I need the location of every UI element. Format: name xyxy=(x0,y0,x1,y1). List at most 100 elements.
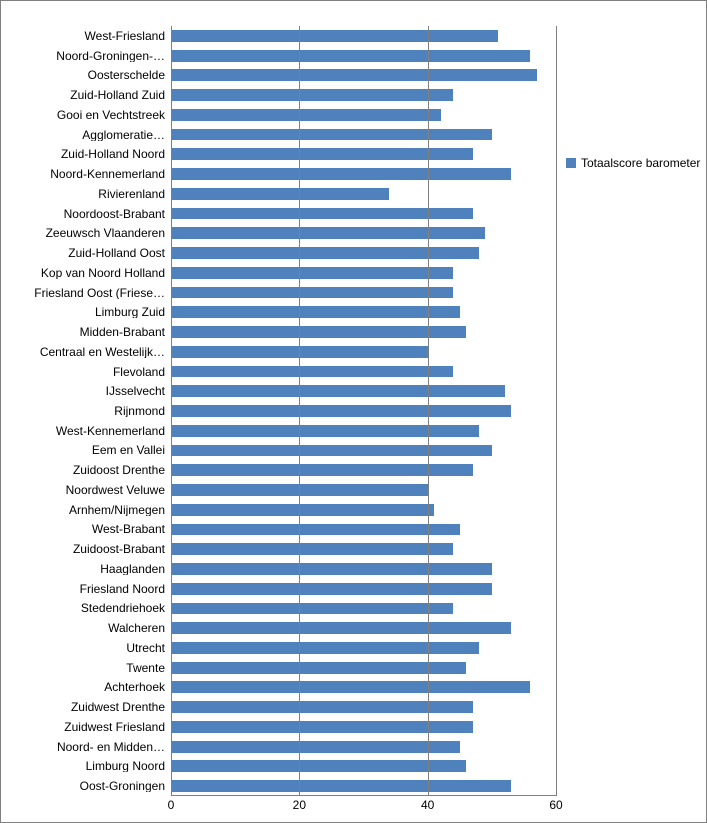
bar-slot xyxy=(171,441,556,461)
y-tick-label: Noord-Groningen-… xyxy=(5,50,165,62)
y-tick-label: Rivierenland xyxy=(5,188,165,200)
y-tick-label: Gooi en Vechtstreek xyxy=(5,109,165,121)
y-tick-label: West-Brabant xyxy=(5,523,165,535)
y-tick-label: Limburg Zuid xyxy=(5,306,165,318)
bar-slot xyxy=(171,460,556,480)
bar xyxy=(171,662,466,674)
bar xyxy=(171,188,389,200)
x-axis-line xyxy=(171,795,556,796)
bar xyxy=(171,760,466,772)
y-tick-label: Oost-Groningen xyxy=(5,780,165,792)
bar-slot xyxy=(171,480,556,500)
bar xyxy=(171,425,479,437)
bar xyxy=(171,642,479,654)
y-tick-label: West-Friesland xyxy=(5,30,165,42)
y-tick-label: Eem en Vallei xyxy=(5,444,165,456)
y-tick-label: IJsselvecht xyxy=(5,385,165,397)
bar-slot xyxy=(171,164,556,184)
y-tick-label: Noordoost-Brabant xyxy=(5,208,165,220)
y-tick-label: Zuidoost Drenthe xyxy=(5,464,165,476)
y-tick-label: Flevoland xyxy=(5,366,165,378)
bar-slot xyxy=(171,697,556,717)
bar xyxy=(171,504,434,516)
bar-slot xyxy=(171,184,556,204)
bar xyxy=(171,445,492,457)
bar xyxy=(171,109,441,121)
bar xyxy=(171,405,511,417)
bar-slot xyxy=(171,401,556,421)
bar-slot xyxy=(171,322,556,342)
y-tick-label: Zuidwest Drenthe xyxy=(5,701,165,713)
bar xyxy=(171,366,453,378)
bar-slot xyxy=(171,559,556,579)
y-tick-label: Stedendriehoek xyxy=(5,602,165,614)
bar xyxy=(171,168,511,180)
y-tick-label: Centraal en Westelijk… xyxy=(5,346,165,358)
bar xyxy=(171,89,453,101)
bar xyxy=(171,583,492,595)
bar xyxy=(171,50,530,62)
x-tick-label: 40 xyxy=(421,799,434,811)
bar-slot xyxy=(171,520,556,540)
bar-slot xyxy=(171,599,556,619)
y-tick-label: Arnhem/Nijmegen xyxy=(5,504,165,516)
y-tick-label: Noordwest Veluwe xyxy=(5,484,165,496)
bar-slot xyxy=(171,263,556,283)
bar-slot xyxy=(171,362,556,382)
bar-slot xyxy=(171,105,556,125)
bar-slot xyxy=(171,500,556,520)
legend: Totaalscore barometer xyxy=(566,156,701,172)
bar-slot xyxy=(171,539,556,559)
bar-slot xyxy=(171,421,556,441)
plot-area xyxy=(171,26,556,796)
bar-slot xyxy=(171,144,556,164)
y-tick-label: Zuid-Holland Zuid xyxy=(5,89,165,101)
bar xyxy=(171,227,485,239)
bar xyxy=(171,385,505,397)
y-tick-label: Haaglanden xyxy=(5,563,165,575)
legend-swatch xyxy=(566,158,576,168)
bar-slot xyxy=(171,579,556,599)
bar xyxy=(171,30,498,42)
y-tick-label: Rijnmond xyxy=(5,405,165,417)
bar-slot xyxy=(171,737,556,757)
grid-line xyxy=(556,26,557,796)
bar-slot xyxy=(171,283,556,303)
bar-slot xyxy=(171,302,556,322)
bar-slot xyxy=(171,125,556,145)
y-tick-label: Zuidoost-Brabant xyxy=(5,543,165,555)
bar-slot xyxy=(171,85,556,105)
bar xyxy=(171,681,530,693)
bar xyxy=(171,326,466,338)
bar-slot xyxy=(171,717,556,737)
bar-slot xyxy=(171,618,556,638)
bar-slot xyxy=(171,223,556,243)
y-tick-label: Zuid-Holland Oost xyxy=(5,247,165,259)
y-tick-label: Utrecht xyxy=(5,642,165,654)
y-tick-label: Noord-Kennemerland xyxy=(5,168,165,180)
bar xyxy=(171,129,492,141)
y-tick-label: Friesland Noord xyxy=(5,583,165,595)
bar xyxy=(171,524,460,536)
bar xyxy=(171,741,460,753)
legend-label: Totaalscore barometer xyxy=(581,156,700,172)
bar-slot xyxy=(171,658,556,678)
bar-slot xyxy=(171,776,556,796)
x-tick-label: 20 xyxy=(293,799,306,811)
x-axis-labels: 0204060 xyxy=(171,799,556,819)
y-tick-label: Zuidwest Friesland xyxy=(5,721,165,733)
chart-container: West-Friesland Noord-Groningen-… Oostersch… xyxy=(0,0,707,823)
bar-slot xyxy=(171,678,556,698)
bar xyxy=(171,267,453,279)
y-tick-label: Friesland Oost (Friese… xyxy=(5,287,165,299)
y-tick-label: Noord- en Midden… xyxy=(5,741,165,753)
grid-line xyxy=(299,26,300,796)
y-tick-label: Twente xyxy=(5,662,165,674)
bar-slot xyxy=(171,204,556,224)
y-tick-label: Zuid-Holland Noord xyxy=(5,148,165,160)
bar-slot xyxy=(171,638,556,658)
bar xyxy=(171,287,453,299)
y-tick-label: Oosterschelde xyxy=(5,69,165,81)
bar-slot xyxy=(171,26,556,46)
bar xyxy=(171,543,453,555)
